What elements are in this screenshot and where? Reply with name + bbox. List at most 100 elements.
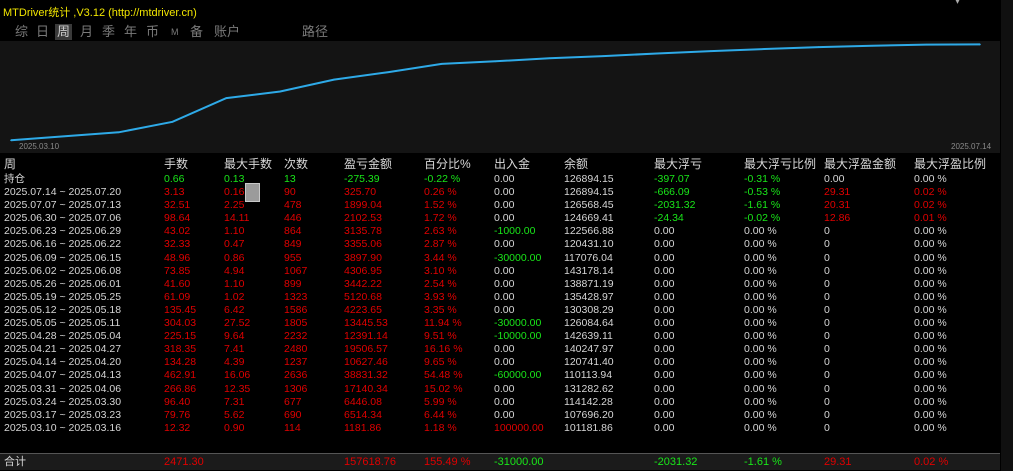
cell-max-float-profit: 0.00 [824, 173, 845, 185]
cell-max-float-profit-pct: 0.00 % [914, 317, 947, 329]
window-scrollbar[interactable] [1001, 0, 1013, 471]
cell-max-float-loss: 0.00 [654, 382, 675, 395]
cell-max-lots: 0.13 [224, 173, 245, 185]
table-row[interactable]: 2025.03.17 ~ 2025.03.23 79.76 5.62 690 6514.… [0, 409, 1000, 422]
tab-week[interactable]: 周 [55, 24, 73, 40]
cell-count: 899 [284, 277, 302, 290]
cell-deposit: -10000.00 [494, 330, 542, 343]
cell-max-float-profit-pct: 0.00 % [914, 264, 947, 277]
table-row[interactable]: 2025.05.19 ~ 2025.05.25 61.09 1.02 1323 5120… [0, 291, 1000, 304]
cell-max-float-profit: 0 [824, 343, 830, 356]
equity-point-16 [871, 45, 874, 47]
cell-lots: 手数 [164, 157, 189, 171]
table-row[interactable]: 2025.05.26 ~ 2025.06.01 41.60 1.10 899 3442.… [0, 278, 1000, 291]
table-row[interactable]: 2025.06.09 ~ 2025.06.15 48.96 0.86 955 3897.… [0, 252, 1000, 265]
cell-lots: 12.32 [164, 421, 191, 434]
table-row[interactable]: 2025.03.31 ~ 2025.04.06 266.86 12.35 1306 17… [0, 383, 1000, 396]
cell-count: 次数 [284, 157, 309, 171]
tab-m[interactable]: M [171, 27, 179, 37]
close-icon[interactable]: ▾ [955, 0, 961, 7]
cell-period: 2025.05.05 ~ 2025.05.11 [4, 317, 121, 329]
cell-max-float-profit-pct: 0.00 % [914, 277, 947, 290]
tab-currency[interactable]: 币 [146, 24, 160, 39]
cell-count: 446 [284, 212, 302, 225]
tab-year[interactable]: 年 [124, 24, 138, 39]
cell-percent: 54.48 % [424, 369, 463, 382]
open-position-row[interactable]: 持仓 0.66 0.13 13 -275.39 -0.22 % 0.00 126894.15 -… [0, 173, 1000, 186]
cell-deposit: -31000.00 [494, 456, 544, 468]
cell-max-float-profit-pct: 0.00 % [914, 343, 947, 356]
cell-period: 2025.06.23 ~ 2025.06.29 [4, 225, 122, 238]
table-row[interactable]: 2025.04.21 ~ 2025.04.27 318.35 7.41 2480 195… [0, 343, 1000, 356]
cell-balance: 143178.14 [564, 264, 614, 277]
tab-quarter[interactable]: 季 [102, 24, 116, 39]
cell-percent: 3.10 % [424, 264, 457, 277]
cell-max-float-loss: 0.00 [654, 395, 675, 408]
table-row[interactable]: 2025.04.07 ~ 2025.04.13 462.91 16.06 2636 38… [0, 369, 1000, 382]
equity-point-7 [387, 71, 389, 73]
cell-percent: 11.94 % [424, 317, 462, 329]
table-row[interactable]: 2025.06.02 ~ 2025.06.08 73.85 4.94 1067 4306… [0, 265, 1000, 278]
cell-percent: 6.44 % [424, 408, 457, 421]
table-row[interactable]: 2025.06.30 ~ 2025.07.06 98.64 14.11 446 2102… [0, 212, 1000, 225]
cell-lots: 98.64 [164, 212, 191, 225]
cell-pnl: 3897.90 [344, 251, 382, 264]
equity-point-3 [171, 121, 174, 123]
tab-path[interactable]: 路径 [302, 24, 329, 39]
table-row[interactable]: 2025.06.16 ~ 2025.06.22 32.33 0.47 849 3355.… [0, 238, 1000, 251]
tab-summary[interactable]: 综 [15, 24, 29, 39]
cell-max-float-loss: 最大浮亏 [654, 157, 703, 171]
cell-balance: 135428.97 [564, 290, 614, 303]
equity-point-4 [225, 97, 228, 99]
table-row[interactable]: 2025.03.10 ~ 2025.03.16 12.32 0.90 114 1181.… [0, 422, 1000, 435]
cell-deposit: 0.00 [494, 186, 515, 198]
cell-max-float-profit-pct: 0.02 % [914, 199, 947, 212]
cell-lots: 43.02 [164, 225, 191, 238]
tab-account[interactable]: 账户 [214, 24, 241, 39]
tab-month[interactable]: 月 [80, 24, 94, 39]
table-row[interactable]: 2025.06.23 ~ 2025.06.29 43.02 1.10 864 3135.… [0, 225, 1000, 238]
cell-deposit: 0.00 [494, 199, 515, 212]
cell-max-float-loss: -666.09 [654, 186, 690, 198]
equity-chart-svg [10, 43, 981, 142]
cell-pnl: 3355.06 [344, 238, 382, 251]
cell-max-float-loss-pct: 0.00 % [744, 330, 777, 343]
cell-deposit: -1000.00 [494, 225, 536, 238]
cell-count: 1237 [284, 356, 308, 369]
tab-day[interactable]: 日 [36, 24, 50, 39]
total-row[interactable]: 合计 2471.30 157618.76 155.49 % -31000.00 -2031… [0, 453, 1000, 470]
cell-deposit: 0.00 [494, 356, 515, 369]
cell-max-float-profit: 最大浮盈金额 [824, 157, 897, 171]
table-row[interactable]: 2025.07.14 ~ 2025.07.20 3.13 0.16 90 325.70 0… [0, 186, 1000, 199]
table-row[interactable]: 2025.04.28 ~ 2025.05.04 225.15 9.64 2232 123… [0, 330, 1000, 343]
cell-deposit: 0.00 [494, 303, 515, 316]
row-selection-handle[interactable] [245, 183, 260, 202]
cell-max-lots: 7.41 [224, 343, 245, 356]
table-row[interactable]: 2025.05.12 ~ 2025.05.18 135.45 6.42 1586 422… [0, 304, 1000, 317]
cell-max-lots: 0.86 [224, 251, 245, 264]
cell-max-lots: 2.25 [224, 199, 245, 212]
cell-max-float-loss-pct: -1.61 % [744, 456, 782, 468]
table-row[interactable]: 2025.07.07 ~ 2025.07.13 32.51 2.25 478 1899.… [0, 199, 1000, 212]
table-row[interactable]: 2025.05.05 ~ 2025.05.11 304.03 27.52 1805 13… [0, 317, 1000, 330]
cell-balance: 130308.29 [564, 303, 614, 316]
cell-lots: 0.66 [164, 173, 185, 185]
table-row[interactable]: 2025.04.14 ~ 2025.04.20 134.28 4.39 1237 106… [0, 356, 1000, 369]
cell-balance: 110113.94 [564, 369, 613, 382]
cell-deposit: 0.00 [494, 395, 515, 408]
tab-note[interactable]: 备 [190, 24, 204, 39]
cell-percent: 9.65 % [424, 356, 457, 369]
cell-deposit: -30000.00 [494, 317, 542, 329]
table-row[interactable]: 2025.03.24 ~ 2025.03.30 96.40 7.31 677 6446.… [0, 396, 1000, 409]
cell-lots: 225.15 [164, 330, 197, 343]
cell-period: 2025.05.12 ~ 2025.05.18 [4, 303, 122, 316]
cell-max-float-loss-pct: 0.00 % [744, 225, 777, 238]
cell-count: 114 [284, 421, 301, 434]
cell-max-float-profit-pct: 0.02 % [914, 186, 947, 198]
cell-pnl: -275.39 [344, 173, 380, 185]
cell-max-float-profit-pct: 0.01 % [914, 212, 947, 225]
cell-deposit: 0.00 [494, 173, 515, 185]
cell-max-lots: 0.90 [224, 421, 245, 434]
cell-max-float-loss-pct: 0.00 % [744, 356, 777, 369]
cell-deposit: 0.00 [494, 290, 515, 303]
